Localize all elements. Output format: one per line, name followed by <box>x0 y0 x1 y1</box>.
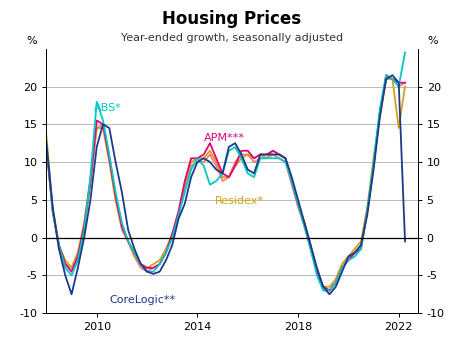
Text: ABS*: ABS* <box>94 103 122 113</box>
Text: Housing Prices: Housing Prices <box>162 10 301 29</box>
Text: %: % <box>26 36 37 46</box>
Text: APM***: APM*** <box>203 133 244 143</box>
Text: Year-ended growth, seasonally adjusted: Year-ended growth, seasonally adjusted <box>121 33 342 43</box>
Text: Residex*: Residex* <box>214 196 263 206</box>
Text: CoreLogic**: CoreLogic** <box>109 295 175 304</box>
Text: %: % <box>426 36 437 46</box>
